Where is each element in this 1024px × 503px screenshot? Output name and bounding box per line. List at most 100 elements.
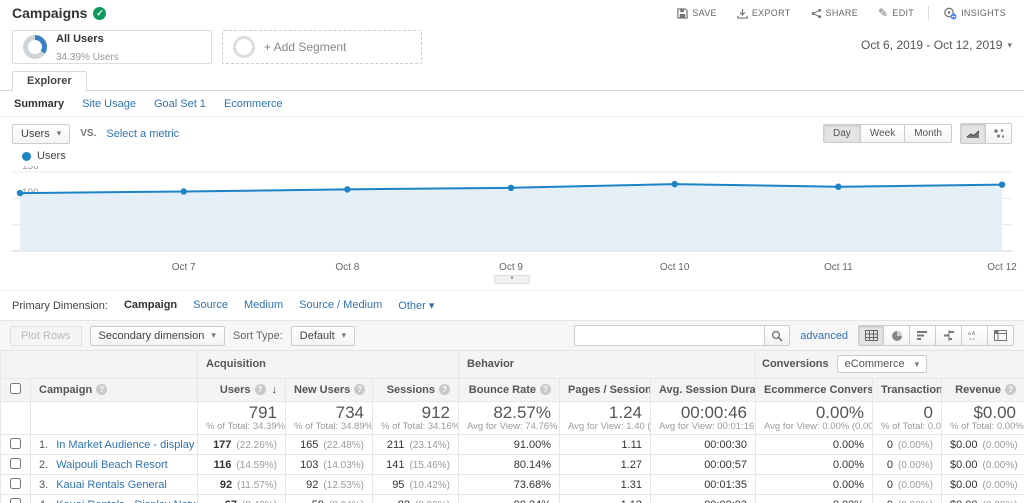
subtab-summary[interactable]: Summary	[14, 98, 65, 110]
chart-legend: Users	[0, 146, 1024, 164]
help-icon[interactable]: ?	[96, 383, 108, 395]
row-checkbox[interactable]	[10, 437, 21, 449]
data-point-oct-6[interactable]	[16, 189, 24, 197]
add-segment-button[interactable]: + Add Segment	[222, 30, 422, 64]
edit-button[interactable]: ✎ EDIT	[870, 3, 922, 23]
advanced-search-link[interactable]: advanced	[800, 329, 848, 342]
total-subtext: % of Total: 34.39% (2,300)	[206, 421, 286, 433]
handle-chevron-icon: ▾	[510, 275, 514, 282]
column-header-pages-session[interactable]: Pages / Session?	[559, 378, 652, 402]
line-chart-view-button[interactable]	[960, 123, 986, 144]
column-header-new-users[interactable]: New Users?	[285, 378, 373, 402]
data-point-oct-10[interactable]	[671, 180, 678, 188]
cell-transactions: 0 (0.00%)	[872, 434, 943, 456]
column-header-users[interactable]: Users? ↓	[197, 378, 286, 402]
cell-percent: (0.00%)	[898, 459, 934, 471]
campaign-link[interactable]: Kauai Rentals General	[56, 478, 167, 491]
ecommerce-goal-dropdown[interactable]: eCommerce ▾	[836, 355, 928, 374]
column-header-sessions[interactable]: Sessions?	[371, 378, 460, 402]
data-point-oct-11[interactable]	[835, 183, 842, 190]
users-area-chart[interactable]: 50100150	[12, 166, 1012, 262]
primary-dimension-campaign[interactable]: Campaign	[123, 299, 178, 311]
data-point-oct-9[interactable]	[507, 184, 515, 191]
secondary-dimension-dropdown[interactable]: Secondary dimension ▾	[89, 325, 225, 346]
cell-percent: (8.43%)	[242, 500, 277, 503]
select-all-checkbox[interactable]	[10, 382, 21, 394]
cell-value: 92	[219, 478, 233, 491]
percentage-view-button[interactable]	[884, 325, 910, 346]
column-header-campaign[interactable]: Campaign?	[30, 378, 198, 402]
column-header-avg-session-duration[interactable]: Avg. Session Duration?	[650, 378, 757, 402]
campaign-link[interactable]: Waipouli Beach Resort	[56, 458, 168, 471]
subtab-site-usage[interactable]: Site Usage	[82, 98, 136, 110]
help-icon[interactable]: ?	[1005, 383, 1017, 395]
granularity-week-button[interactable]: Week	[860, 124, 906, 143]
select-metric-link[interactable]: Select a metric	[106, 127, 180, 140]
performance-view-button[interactable]	[910, 325, 936, 346]
svg-text:a A: a A	[968, 331, 976, 337]
primary-dimension-source[interactable]: Source	[193, 299, 229, 311]
row-checkbox[interactable]	[10, 477, 21, 489]
cell-avg-session-duration: 00:00:30	[650, 434, 757, 456]
chevron-down-icon: ▾	[1007, 39, 1012, 50]
svg-text:a a: a a	[969, 336, 975, 341]
help-icon[interactable]: ?	[439, 383, 451, 395]
search-icon	[772, 330, 783, 342]
insights-button[interactable]: INSIGHTS	[935, 4, 1014, 23]
sort-type-dropdown[interactable]: Default ▾	[290, 325, 356, 346]
cell-sessions: 95 (10.42%)	[371, 474, 460, 496]
metric-selector-dropdown[interactable]: Users ▾	[12, 123, 71, 144]
data-point-oct-12[interactable]	[998, 181, 1006, 188]
tab-explorer[interactable]: Explorer	[12, 71, 87, 92]
help-icon[interactable]: ?	[354, 383, 366, 395]
row-checkbox[interactable]	[10, 457, 21, 469]
column-header-transactions[interactable]: Transactions?	[872, 378, 943, 402]
pivot-view-button[interactable]	[988, 325, 1014, 346]
export-button[interactable]: EXPORT	[729, 5, 799, 22]
date-range-selector[interactable]: Oct 6, 2019 - Oct 12, 2019 ▾	[861, 30, 1012, 52]
granularity-month-button[interactable]: Month	[905, 124, 952, 143]
primary-dimension-medium[interactable]: Medium	[244, 299, 284, 311]
cell-percent: (23.14%)	[409, 439, 451, 451]
plot-rows-button[interactable]: Plot Rows	[10, 325, 82, 346]
help-icon[interactable]: ?	[540, 383, 552, 395]
column-header-ecommerce-conversion-rate[interactable]: Ecommerce Conversion Rate?	[755, 378, 874, 402]
cell-new-users: 59 (8.04%)	[285, 494, 373, 503]
page-title-text: Campaigns	[12, 5, 88, 21]
svg-text:150: 150	[22, 166, 39, 172]
campaign-link[interactable]: In Market Audience - display network onl…	[56, 438, 196, 451]
column-header-bounce-rate[interactable]: Bounce Rate?	[458, 378, 561, 402]
help-icon[interactable]: ?	[254, 383, 266, 395]
primary-dimension-other[interactable]: Other ▾	[398, 300, 435, 312]
row-checkbox[interactable]	[10, 497, 21, 503]
chart-type-toggle	[960, 123, 1012, 144]
subtab-goal-set-1[interactable]: Goal Set 1	[153, 98, 206, 110]
column-header-revenue[interactable]: Revenue?	[941, 378, 1024, 402]
search-button[interactable]	[764, 325, 791, 346]
data-point-oct-8[interactable]	[344, 186, 351, 193]
chart-collapse-handle[interactable]: ▾	[494, 275, 530, 284]
segment-all-users[interactable]: All Users 34.39% Users	[12, 30, 212, 64]
cell-value: 0	[886, 438, 893, 451]
cell-value: 95	[392, 478, 405, 491]
share-button[interactable]: SHARE	[803, 5, 867, 22]
comparison-view-button[interactable]	[936, 325, 962, 346]
data-point-oct-7[interactable]	[180, 188, 187, 195]
cell-value: 0.00%	[833, 499, 864, 503]
chevron-down-icon: ▾	[211, 330, 216, 340]
total-value: $0.00	[973, 402, 1017, 422]
campaign-link[interactable]: Kauai Rentals - Display Network	[56, 499, 196, 503]
row-index: 1.	[39, 438, 49, 451]
subtab-ecommerce[interactable]: Ecommerce	[223, 98, 283, 110]
data-table-view-button[interactable]	[858, 325, 884, 346]
search-input[interactable]	[574, 325, 765, 346]
primary-dimension-source-medium[interactable]: Source / Medium	[299, 299, 383, 311]
cell-percent: (11.57%)	[237, 479, 277, 491]
cell-ecommerce-conversion-rate: 0.00%	[755, 454, 874, 476]
cell-bounce-rate: 91.00%	[458, 434, 561, 456]
save-button[interactable]: SAVE	[669, 5, 725, 22]
cell-avg-session-duration: 00:01:35	[650, 474, 757, 496]
motion-chart-view-button[interactable]	[986, 123, 1012, 144]
granularity-day-button[interactable]: Day	[823, 124, 861, 143]
